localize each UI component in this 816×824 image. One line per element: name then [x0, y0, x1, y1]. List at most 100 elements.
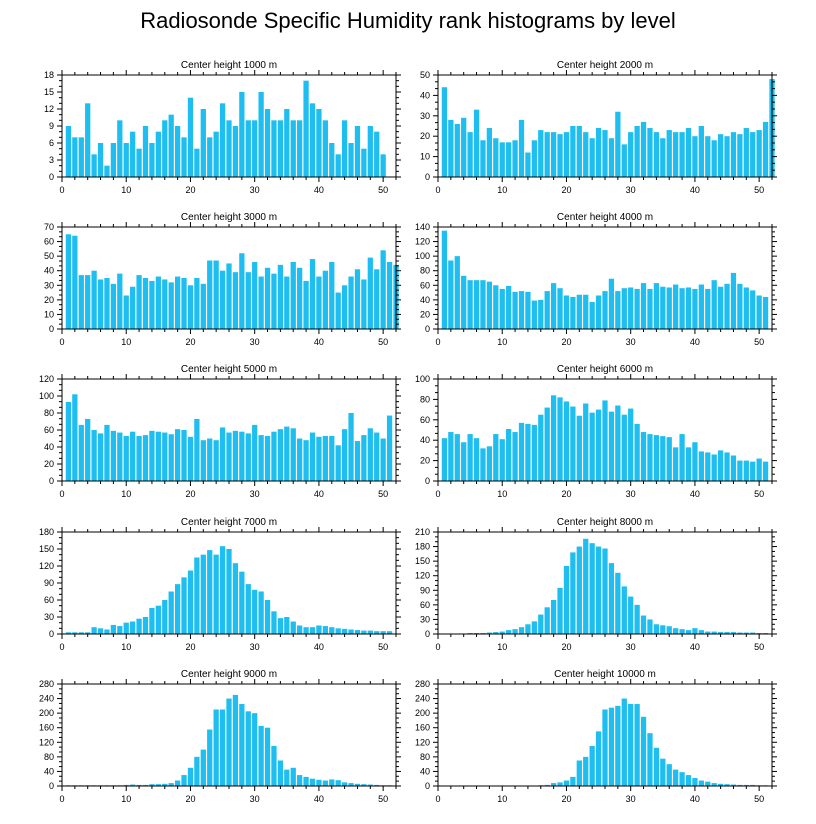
panel-4: Center height 4000 m 0 10 20 30 40 50 0 20 40 60 80…: [415, 212, 777, 347]
bar: [181, 137, 187, 177]
y-tick-label: 60: [44, 237, 54, 247]
x-tick-label: 50: [754, 337, 764, 347]
bar: [245, 433, 251, 481]
y-tick-label: 60: [420, 280, 430, 290]
bar: [743, 128, 749, 177]
bar: [737, 784, 743, 786]
bar: [149, 784, 155, 786]
bar: [117, 273, 123, 329]
bar: [538, 614, 544, 634]
y-tick-label: 6: [49, 138, 54, 148]
bar: [162, 120, 168, 177]
bar: [595, 295, 602, 329]
bar: [666, 437, 672, 481]
panel-title: Center height 10000 m: [554, 669, 656, 680]
bar: [628, 596, 634, 634]
bar: [316, 625, 322, 634]
y-tick-label: 40: [44, 266, 54, 276]
bar: [660, 286, 666, 329]
bar: [660, 625, 666, 634]
bar: [570, 552, 576, 634]
y-tick-label: 280: [415, 679, 430, 689]
x-tick-label: 50: [378, 642, 388, 652]
bar: [374, 131, 380, 177]
y-tick-label: 12: [44, 104, 54, 114]
bar: [117, 626, 123, 634]
bar: [194, 557, 200, 634]
x-tick-label: 10: [121, 185, 131, 195]
bar: [698, 780, 704, 786]
bar: [65, 632, 72, 634]
bar: [608, 138, 615, 177]
x-tick-label: 40: [690, 337, 700, 347]
bar: [284, 617, 290, 634]
bar: [149, 143, 155, 177]
x-tick-label: 40: [314, 642, 324, 652]
bar: [174, 780, 181, 786]
panel-title: Center height 1000 m: [181, 60, 277, 71]
bar: [123, 435, 129, 481]
bar: [361, 148, 367, 177]
bar: [679, 288, 685, 329]
y-tick-label: 30: [44, 612, 54, 622]
x-tick-label: 30: [626, 185, 636, 195]
y-tick-label: 50: [44, 251, 54, 261]
y-tick-label: 70: [44, 222, 54, 232]
bar: [168, 114, 174, 177]
bar: [467, 434, 473, 481]
bar: [110, 430, 117, 481]
bar: [290, 120, 296, 177]
bar: [493, 138, 499, 177]
bar: [550, 283, 557, 329]
bar: [85, 103, 91, 177]
bar: [602, 130, 608, 177]
bar: [168, 783, 174, 786]
bar: [284, 109, 290, 177]
y-tick-label: 60: [44, 595, 54, 605]
bar: [538, 414, 544, 481]
bar: [187, 767, 194, 786]
bar: [245, 711, 251, 786]
bar: [717, 632, 724, 634]
y-tick-label: 120: [39, 737, 54, 747]
bar: [454, 434, 460, 481]
bar: [448, 260, 454, 329]
bar: [181, 430, 187, 481]
bar: [155, 431, 161, 481]
bar: [454, 123, 460, 177]
figure-title: Radiosonde Specific Humidity rank histog…: [140, 8, 676, 33]
bar: [602, 400, 608, 481]
y-tick-label: 120: [415, 571, 430, 581]
x-tick-label: 50: [378, 337, 388, 347]
bar: [576, 294, 582, 329]
bar: [750, 632, 756, 634]
x-tick-label: 0: [435, 642, 440, 652]
x-tick-label: 50: [378, 489, 388, 499]
panel-1: Center height 1000 m 0 10 20 30 40 50 0 3 6 9 12 15 1…: [44, 60, 401, 195]
panel-title: Center height 7000 m: [181, 517, 277, 528]
bar: [207, 137, 213, 177]
bar: [512, 140, 518, 177]
bar: [142, 435, 149, 481]
y-tick-label: 180: [39, 527, 54, 537]
bar: [123, 143, 129, 177]
bar: [97, 433, 104, 481]
bar: [264, 267, 271, 329]
y-tick-label: 160: [39, 723, 54, 733]
bar: [271, 273, 277, 329]
bar: [666, 130, 672, 177]
bar: [531, 140, 537, 177]
bar: [737, 460, 743, 481]
bar: [264, 727, 271, 786]
bar: [316, 779, 322, 786]
y-tick-label: 40: [44, 766, 54, 776]
bar: [724, 136, 730, 177]
bar: [264, 435, 271, 481]
x-tick-label: 0: [435, 489, 440, 499]
bar: [705, 631, 711, 634]
bar: [142, 278, 149, 329]
bar: [213, 709, 219, 786]
bar: [666, 626, 672, 634]
y-tick-label: 60: [44, 425, 54, 435]
